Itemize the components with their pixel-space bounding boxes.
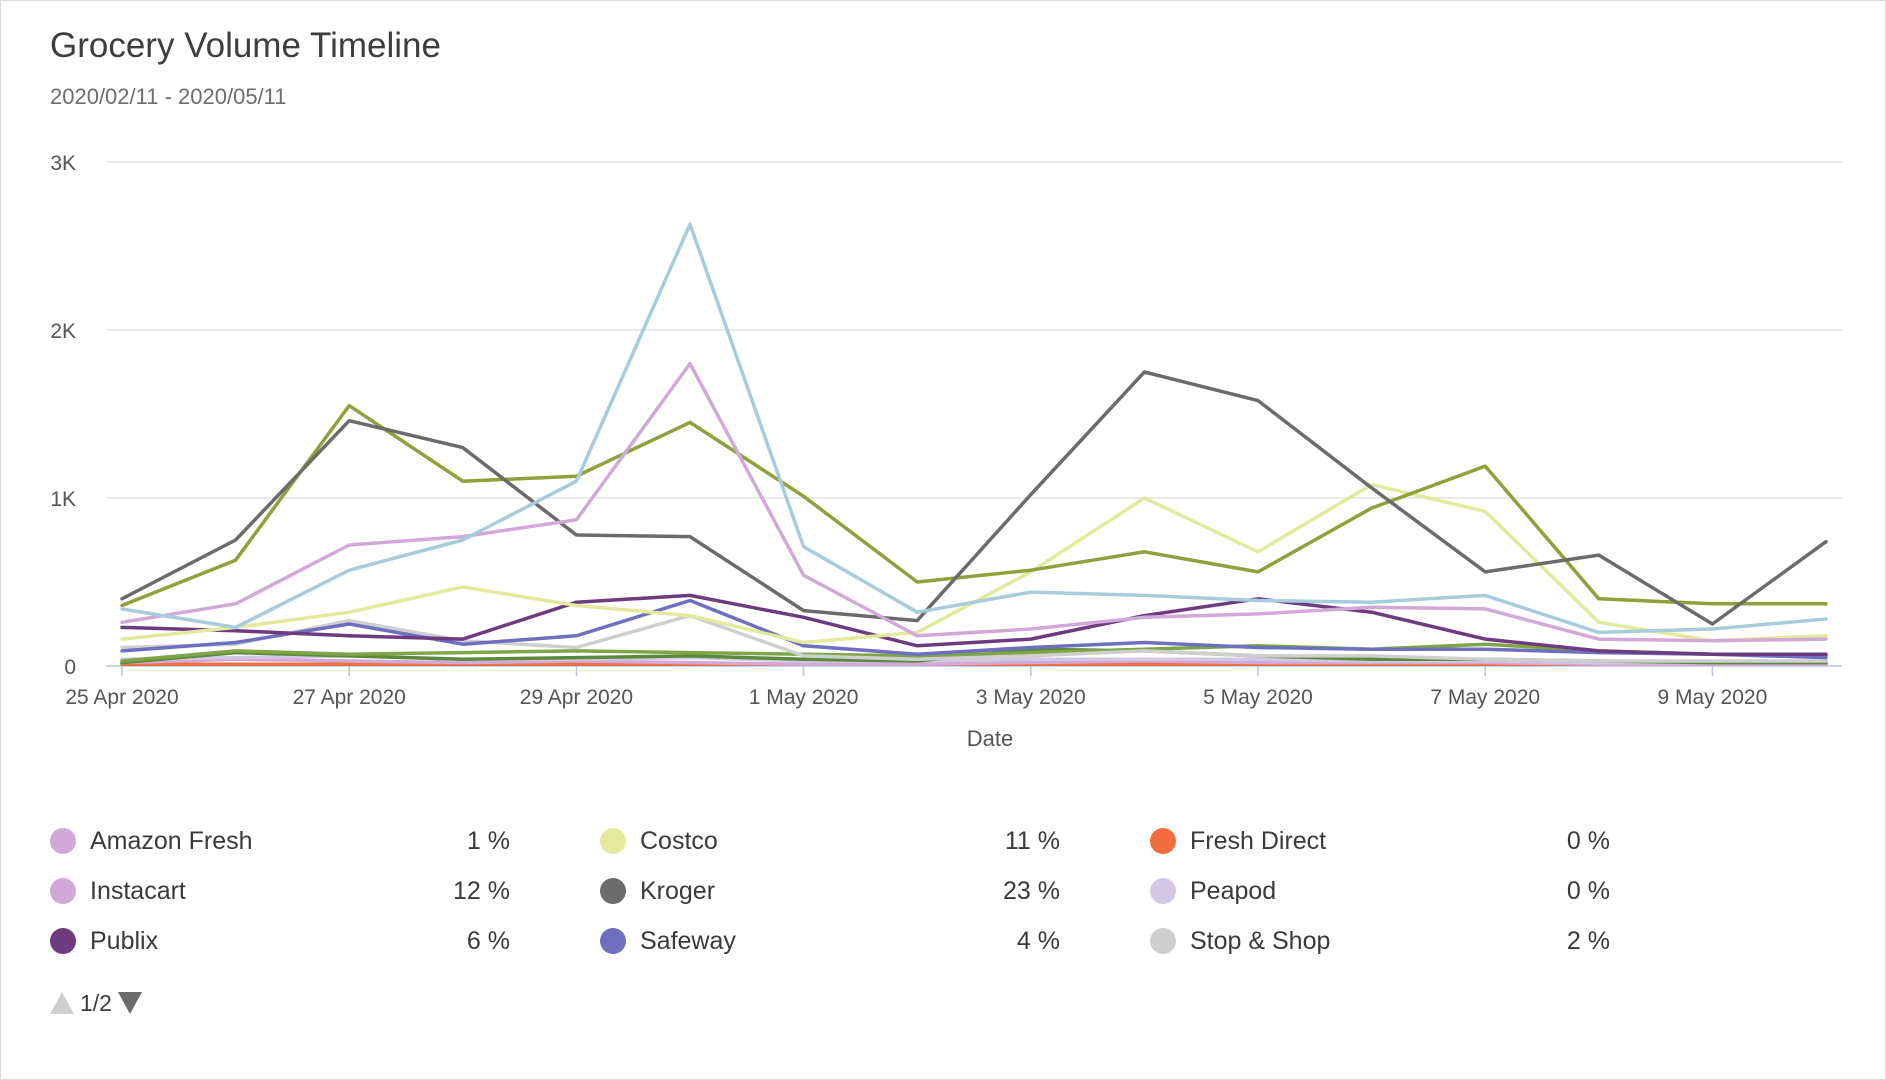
page-indicator: 1/2 <box>80 989 112 1016</box>
legend-item[interactable]: Publix 6 % <box>50 926 510 956</box>
legend-percent: 11 % <box>1004 827 1060 855</box>
page-up-icon[interactable] <box>50 992 74 1014</box>
x-tick-label: 25 Apr 2020 <box>65 686 178 709</box>
legend-percent: 1 % <box>466 827 510 855</box>
legend-swatch <box>600 878 626 904</box>
legend-percent: 4 % <box>1016 927 1060 955</box>
x-tick-label: 29 Apr 2020 <box>520 686 633 709</box>
y-tick-label: 0 <box>64 656 76 679</box>
legend-label: Kroger <box>640 877 716 905</box>
series-line-instacart <box>120 361 1828 643</box>
legend-swatch <box>50 928 76 954</box>
legend-swatch <box>1150 928 1176 954</box>
legend-item[interactable]: Amazon Fresh 1 % <box>50 826 510 856</box>
legend-percent: 23 % <box>1003 877 1060 905</box>
legend-percent: 12 % <box>453 877 510 905</box>
legend-pager: 1/2 <box>50 988 142 1018</box>
series-line-stop-shop <box>120 613 1828 663</box>
legend-label: Costco <box>640 827 718 855</box>
legend-item[interactable]: Fresh Direct 0 % <box>1150 826 1610 856</box>
y-tick-label: 3K <box>50 152 76 175</box>
legend-item[interactable]: Costco 11 % <box>600 826 1060 856</box>
y-tick-label: 1K <box>50 488 76 511</box>
legend-percent: 2 % <box>1566 927 1610 955</box>
legend-item[interactable]: Safeway 4 % <box>600 926 1060 956</box>
chart-title: Grocery Volume Timeline <box>50 26 441 65</box>
legend-item[interactable]: Kroger 23 % <box>600 876 1060 906</box>
series-line-kroger <box>120 370 1828 626</box>
x-tick-label: 27 Apr 2020 <box>293 686 406 709</box>
legend-swatch <box>50 878 76 904</box>
legend-swatch <box>1150 878 1176 904</box>
x-tick-label: 7 May 2020 <box>1430 686 1540 709</box>
page-down-icon[interactable] <box>117 992 142 1014</box>
legend-label: Fresh Direct <box>1190 827 1327 855</box>
series-line-unlabeled-11 <box>120 642 1828 663</box>
line-chart: 0 1K 2K 3K 25 Apr 2020 27 Apr 2020 29 Apr 2020… <box>50 152 1842 751</box>
legend-percent: 6 % <box>466 927 510 955</box>
series-line-unlabeled-9 <box>120 403 1828 608</box>
y-tick-label: 2K <box>50 320 76 343</box>
legend-percent: 0 % <box>1566 877 1610 905</box>
legend-label: Peapod <box>1190 877 1277 905</box>
legend-swatch <box>600 828 626 854</box>
legend-swatch <box>600 928 626 954</box>
x-tick-label: 1 May 2020 <box>749 686 859 709</box>
legend-swatch <box>1150 828 1176 854</box>
legend-item[interactable]: Instacart 12 % <box>50 876 510 906</box>
series-line-safeway <box>120 598 1828 660</box>
legend-label: Safeway <box>640 927 736 955</box>
legend-item[interactable]: Peapod 0 % <box>1150 876 1610 906</box>
x-tick-label: 9 May 2020 <box>1658 686 1768 709</box>
chart-date-range: 2020/02/11 - 2020/05/11 <box>50 84 287 109</box>
legend-label: Stop & Shop <box>1190 927 1331 955</box>
legend-swatch <box>50 828 76 854</box>
x-tick-label: 5 May 2020 <box>1203 686 1313 709</box>
legend-label: Amazon Fresh <box>90 827 253 855</box>
legend-percent: 0 % <box>1566 827 1610 855</box>
series-line-publix <box>120 593 1828 656</box>
legend-label: Publix <box>90 927 159 955</box>
x-tick-label: 3 May 2020 <box>976 686 1086 709</box>
x-axis-title: Date <box>967 726 1013 751</box>
legend-label: Instacart <box>90 877 186 905</box>
legend-item[interactable]: Stop & Shop 2 % <box>1150 926 1610 956</box>
series-line-unlabeled-10 <box>120 222 1828 635</box>
